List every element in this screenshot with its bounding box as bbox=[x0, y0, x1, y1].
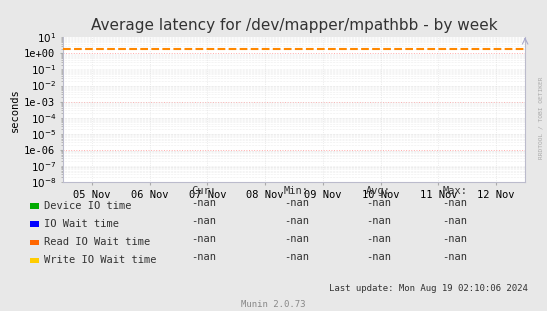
Text: -nan: -nan bbox=[284, 252, 309, 262]
Text: -nan: -nan bbox=[443, 198, 468, 208]
Text: -nan: -nan bbox=[366, 234, 391, 244]
Text: -nan: -nan bbox=[366, 216, 391, 226]
Text: -nan: -nan bbox=[284, 234, 309, 244]
Title: Average latency for /dev/mapper/mpathbb - by week: Average latency for /dev/mapper/mpathbb … bbox=[91, 18, 497, 33]
Text: -nan: -nan bbox=[443, 234, 468, 244]
Text: -nan: -nan bbox=[443, 252, 468, 262]
Text: -nan: -nan bbox=[443, 216, 468, 226]
Text: Cur:: Cur: bbox=[191, 186, 216, 196]
Text: -nan: -nan bbox=[366, 252, 391, 262]
Text: Last update: Mon Aug 19 02:10:06 2024: Last update: Mon Aug 19 02:10:06 2024 bbox=[329, 284, 528, 293]
Text: Max:: Max: bbox=[443, 186, 468, 196]
Text: -nan: -nan bbox=[191, 252, 216, 262]
Text: RRDTOOL / TOBI OETIKER: RRDTOOL / TOBI OETIKER bbox=[538, 77, 543, 160]
Text: -nan: -nan bbox=[366, 198, 391, 208]
Text: -nan: -nan bbox=[191, 198, 216, 208]
Text: Write IO Wait time: Write IO Wait time bbox=[44, 255, 156, 265]
Y-axis label: seconds: seconds bbox=[10, 88, 20, 132]
Text: -nan: -nan bbox=[284, 216, 309, 226]
Text: Device IO time: Device IO time bbox=[44, 201, 131, 211]
Text: -nan: -nan bbox=[191, 216, 216, 226]
Text: Min:: Min: bbox=[284, 186, 309, 196]
Text: Avg:: Avg: bbox=[366, 186, 391, 196]
Text: -nan: -nan bbox=[284, 198, 309, 208]
Text: IO Wait time: IO Wait time bbox=[44, 219, 119, 229]
Text: Munin 2.0.73: Munin 2.0.73 bbox=[241, 300, 306, 309]
Text: Read IO Wait time: Read IO Wait time bbox=[44, 237, 150, 247]
Text: -nan: -nan bbox=[191, 234, 216, 244]
